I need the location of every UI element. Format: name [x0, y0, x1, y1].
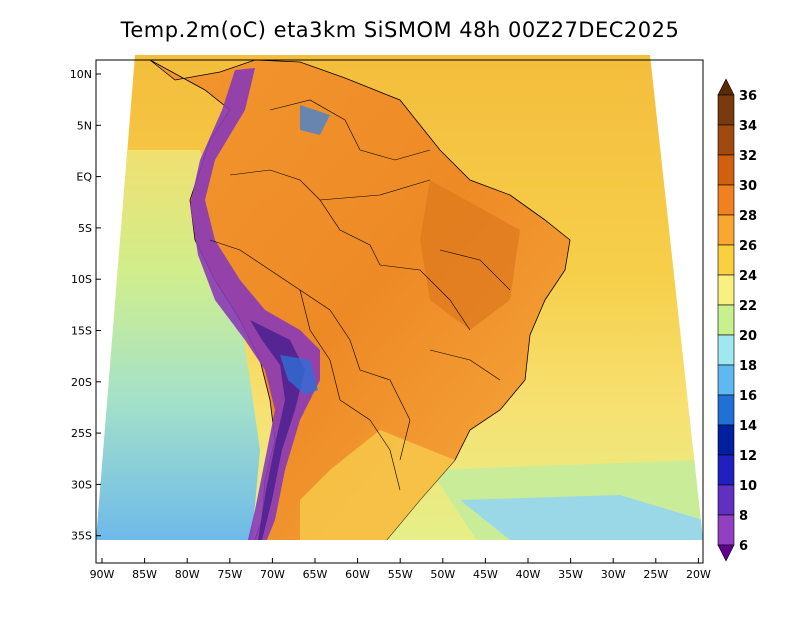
longitude-axis: 90W 85W 80W 75W 70W 65W 60W 55W 50W 45W 40W 35W 30W 2…	[90, 558, 711, 581]
map-title: Temp.2m(oC) eta3km SiSMOM 48h 00Z27DEC20…	[120, 18, 680, 42]
colorbar-box	[717, 124, 735, 156]
latitude-axis: 10N 5N EQ 5S 10S 15S 20S 25S 30S 35S	[70, 68, 101, 543]
colorbar-box	[717, 394, 735, 426]
colorbar-label: 6	[739, 539, 748, 554]
colorbar-box	[717, 514, 735, 546]
colorbar-label: 36	[739, 89, 757, 104]
lon-tick-label: 55W	[388, 568, 413, 581]
lat-tick-label: EQ	[76, 171, 92, 184]
lon-tick-label: 20W	[686, 568, 711, 581]
colorbar: 36 34 32 30 28 26 24 22 20 18 16 14 12 10 8 6	[717, 78, 757, 562]
lon-tick-label: 35W	[558, 568, 583, 581]
colorbar-box	[717, 214, 735, 246]
northeast-hot	[420, 180, 520, 330]
lon-tick-label: 70W	[260, 568, 285, 581]
colorbar-top-cap	[717, 78, 735, 96]
colorbar-label: 8	[739, 509, 748, 524]
lat-tick-label: 15S	[71, 325, 92, 338]
lon-tick-label: 75W	[217, 568, 242, 581]
lat-tick-label: 10N	[70, 68, 92, 81]
lon-tick-label: 80W	[175, 568, 200, 581]
southern-cone-warm	[300, 430, 455, 540]
lon-tick-label: 25W	[643, 568, 668, 581]
colorbar-bottom-cap	[717, 544, 735, 562]
lon-tick-label: 85W	[132, 568, 157, 581]
colorbar-box	[717, 304, 735, 336]
colorbar-box	[717, 454, 735, 486]
colorbar-label: 32	[739, 149, 757, 164]
colorbar-box	[717, 364, 735, 396]
lat-tick-label: 30S	[71, 478, 92, 491]
plot-frame	[95, 59, 704, 564]
colorbar-label: 26	[739, 239, 757, 254]
colorbar-label: 18	[739, 359, 757, 374]
south-atlantic-cold	[460, 495, 703, 540]
lon-tick-label: 60W	[345, 568, 370, 581]
lon-tick-label: 30W	[601, 568, 626, 581]
colorbar-box	[717, 94, 735, 126]
map-domain	[96, 55, 703, 540]
lat-tick-label: 10S	[71, 273, 92, 286]
colorbar-label: 22	[739, 299, 757, 314]
colorbar-box	[717, 244, 735, 276]
lon-tick-label: 50W	[430, 568, 455, 581]
lon-tick-label: 45W	[473, 568, 498, 581]
colorbar-label: 16	[739, 389, 757, 404]
lat-tick-label: 25S	[71, 427, 92, 440]
lon-tick-label: 65W	[303, 568, 328, 581]
lat-tick-label: 35S	[71, 530, 92, 543]
colorbar-label: 14	[739, 419, 757, 434]
colorbar-box	[717, 334, 735, 366]
colorbar-label: 34	[739, 119, 757, 134]
andes-north-blue	[300, 105, 330, 135]
colorbar-box	[717, 184, 735, 216]
altiplano-blue	[280, 355, 318, 395]
colorbar-label: 28	[739, 209, 757, 224]
colorbar-label: 10	[739, 479, 757, 494]
colorbar-label: 12	[739, 449, 757, 464]
colorbar-label: 20	[739, 329, 757, 344]
colorbar-box	[717, 274, 735, 306]
colorbar-box	[717, 424, 735, 456]
lon-tick-label: 90W	[90, 568, 115, 581]
colorbar-box	[717, 154, 735, 186]
lon-tick-label: 40W	[516, 568, 541, 581]
colorbar-label: 30	[739, 179, 757, 194]
lat-tick-label: 20S	[71, 376, 92, 389]
colorbar-box	[717, 484, 735, 516]
lat-tick-label: 5S	[78, 222, 92, 235]
colorbar-label: 24	[739, 269, 757, 284]
borders	[209, 99, 511, 491]
lat-tick-label: 5N	[77, 119, 92, 132]
